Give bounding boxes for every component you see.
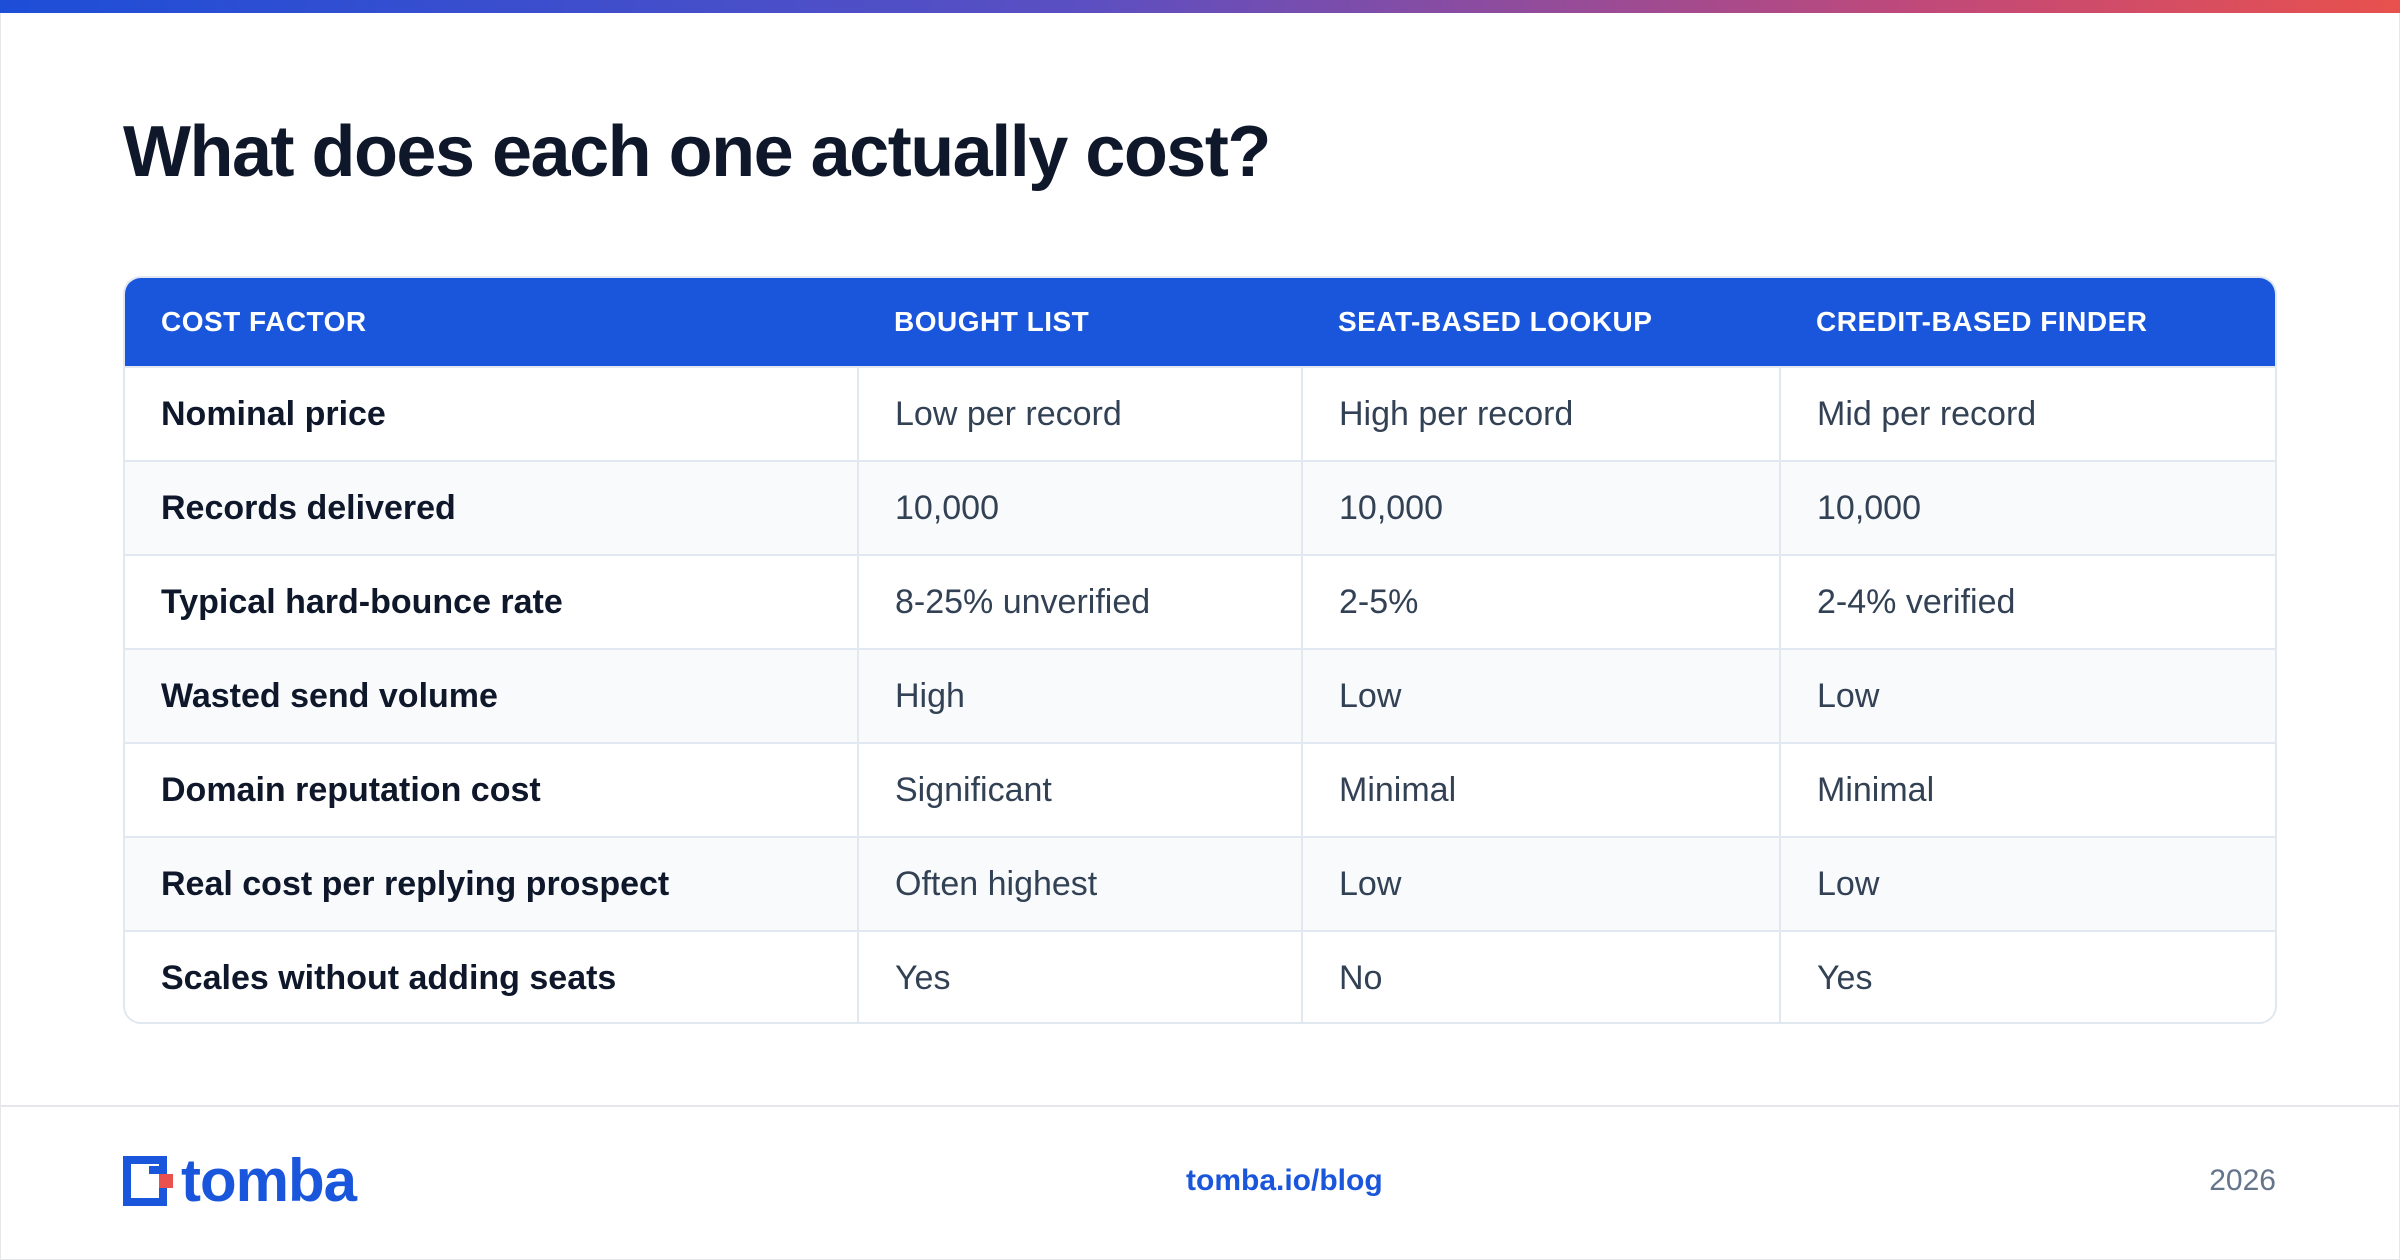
row-label: Wasted send volume bbox=[125, 648, 858, 743]
table-cell: 2-4% verified bbox=[1779, 554, 2275, 649]
table-row: Records delivered 10,000 10,000 10,000 bbox=[125, 460, 2275, 555]
logo-wordmark: tomba bbox=[181, 1147, 357, 1214]
table-cell: Significant bbox=[857, 742, 1302, 837]
table-cell: High bbox=[857, 648, 1302, 743]
footer-divider bbox=[0, 1105, 2400, 1107]
table-row: Domain reputation cost Significant Minim… bbox=[125, 742, 2275, 837]
row-label: Real cost per replying prospect bbox=[125, 836, 858, 931]
table-cell: 10,000 bbox=[1301, 460, 1780, 555]
table-cell: Yes bbox=[857, 930, 1302, 1022]
table-cell: Low bbox=[1779, 836, 2275, 931]
table-cell: Minimal bbox=[1779, 742, 2275, 837]
table-row: Typical hard-bounce rate 8-25% unverifie… bbox=[125, 554, 2275, 649]
tomba-logo-mark-icon bbox=[123, 1156, 173, 1206]
table-cell: Yes bbox=[1779, 930, 2275, 1022]
row-label: Scales without adding seats bbox=[125, 930, 858, 1022]
table-row: Real cost per replying prospect Often hi… bbox=[125, 836, 2275, 931]
table-row: Scales without adding seats Yes No Yes bbox=[125, 930, 2275, 1022]
table-cell: 10,000 bbox=[857, 460, 1302, 555]
table-cell: High per record bbox=[1301, 366, 1780, 461]
table-cell: Low bbox=[1779, 648, 2275, 743]
gradient-top-bar bbox=[0, 0, 2400, 13]
row-label: Typical hard-bounce rate bbox=[125, 554, 858, 649]
row-label: Domain reputation cost bbox=[125, 742, 858, 837]
table-cell: Low bbox=[1301, 648, 1780, 743]
table-cell: 2-5% bbox=[1301, 554, 1780, 649]
header-credit-based-finder: CREDIT-BASED FINDER bbox=[1780, 278, 2275, 367]
table-cell: Low bbox=[1301, 836, 1780, 931]
table-cell: Often highest bbox=[857, 836, 1302, 931]
tomba-logo[interactable]: tomba bbox=[123, 1147, 357, 1214]
page-title: What does each one actually cost? bbox=[123, 112, 1271, 192]
table-cell: No bbox=[1301, 930, 1780, 1022]
table-cell: Mid per record bbox=[1779, 366, 2275, 461]
table-row: Nominal price Low per record High per re… bbox=[125, 366, 2275, 461]
header-bought-list: BOUGHT LIST bbox=[858, 278, 1302, 367]
cost-comparison-table: COST FACTOR BOUGHT LIST SEAT-BASED LOOKU… bbox=[123, 276, 2277, 1024]
footer-year: 2026 bbox=[2209, 1164, 2276, 1197]
table-cell: Low per record bbox=[857, 366, 1302, 461]
table-header-row: COST FACTOR BOUGHT LIST SEAT-BASED LOOKU… bbox=[125, 278, 2275, 367]
row-label: Records delivered bbox=[125, 460, 858, 555]
table-row: Wasted send volume High Low Low bbox=[125, 648, 2275, 743]
header-seat-based-lookup: SEAT-BASED LOOKUP bbox=[1302, 278, 1780, 367]
blog-link[interactable]: tomba.io/blog bbox=[1186, 1164, 1383, 1197]
row-label: Nominal price bbox=[125, 366, 858, 461]
table-cell: 8-25% unverified bbox=[857, 554, 1302, 649]
table-cell: 10,000 bbox=[1779, 460, 2275, 555]
table-cell: Minimal bbox=[1301, 742, 1780, 837]
header-cost-factor: COST FACTOR bbox=[125, 278, 858, 367]
